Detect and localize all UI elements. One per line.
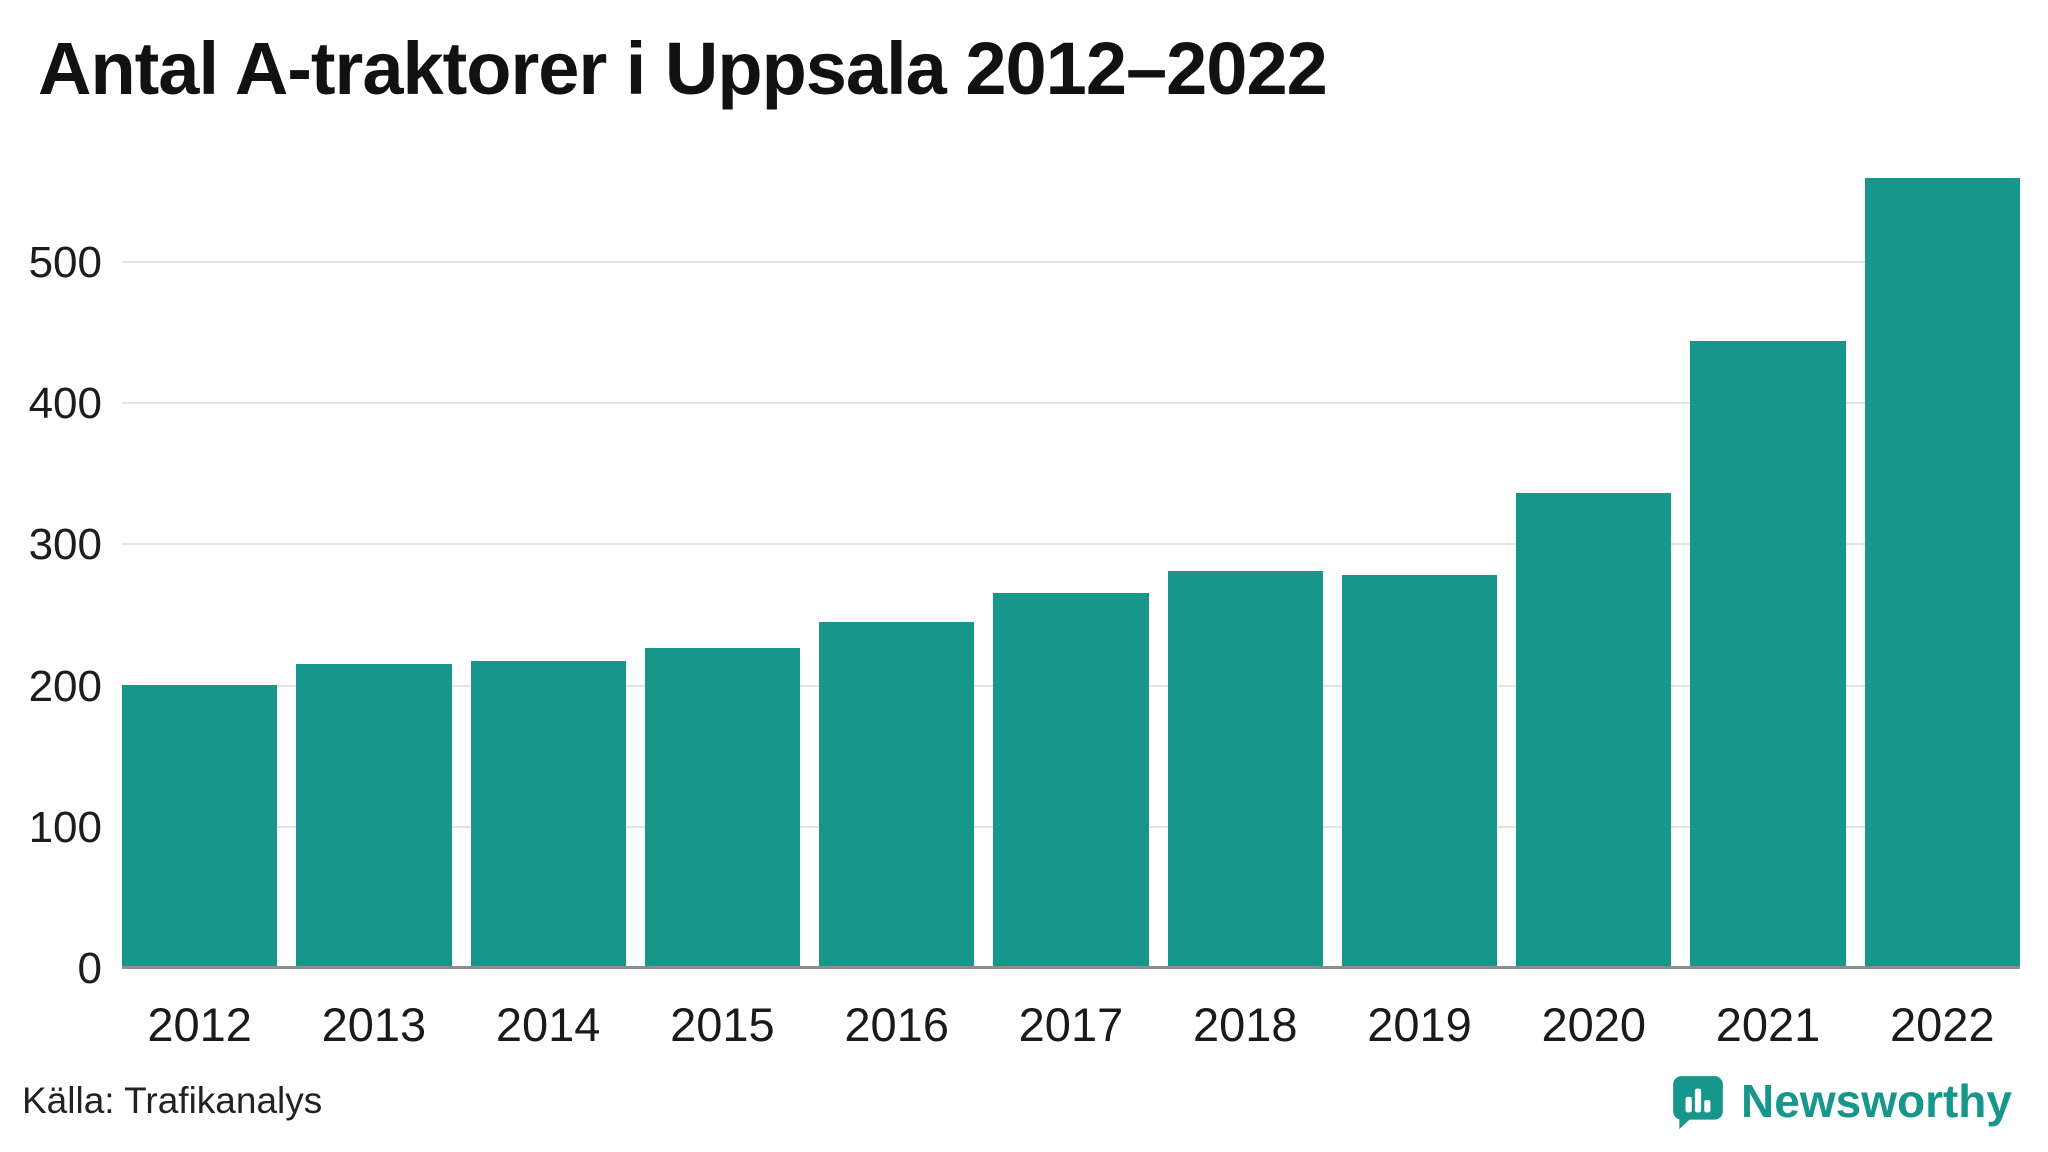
x-tick-label-2015: 2015 (670, 998, 775, 1051)
y-tick-label-100: 100 (28, 802, 102, 852)
x-tick-label-2021: 2021 (1715, 998, 1821, 1051)
y-tick-label-500: 500 (28, 237, 102, 287)
x-tick-label-2017: 2017 (1018, 998, 1124, 1051)
bar-2022 (1864, 178, 2020, 969)
bar-2018 (1167, 570, 1323, 969)
x-tick-label-2018: 2018 (1192, 998, 1298, 1051)
x-tick-label-2022: 2022 (1890, 998, 1995, 1051)
bar-2017 (993, 593, 1149, 969)
chart-title: Antal A-traktorer i Uppsala 2012–2022 (38, 27, 1328, 110)
x-tick-label-2019: 2019 (1367, 998, 1472, 1051)
bar-2016 (819, 621, 975, 969)
bar-2021 (1690, 340, 1846, 969)
y-tick-label-200: 200 (28, 661, 102, 711)
bar-2015 (644, 648, 801, 969)
bar-2020 (1516, 493, 1672, 969)
plot-area (122, 157, 2020, 969)
bar-chart: 0 100 200 300 400 500 (10, 157, 2020, 991)
bar-2012 (122, 685, 278, 969)
bar-2014 (470, 661, 626, 969)
newsworthy-logo-icon (1673, 1076, 1723, 1129)
bar-2019 (1341, 575, 1498, 969)
y-tick-label-300: 300 (28, 520, 102, 570)
y-axis: 0 100 200 300 400 500 (10, 157, 122, 990)
x-tick-label-2016: 2016 (844, 998, 949, 1051)
gridline-300 (122, 543, 2020, 546)
source-note: Källa: Trafikanalys (22, 1080, 323, 1121)
x-axis: 2012 2013 2014 2015 2016 2017 2018 2019 2020 2021… (122, 997, 2020, 1052)
bar-2013 (296, 663, 452, 969)
gridline-400 (122, 402, 2020, 405)
gridline-500 (122, 260, 2020, 263)
brand: Newsworthy (1669, 1072, 2012, 1130)
x-tick-label-2020: 2020 (1541, 998, 1647, 1051)
y-tick-label-0: 0 (77, 944, 102, 993)
y-tick-label-400: 400 (28, 379, 102, 429)
footer: Källa: Trafikanalys Newsworthy (22, 1072, 2012, 1130)
x-tick-label-2013: 2013 (321, 998, 427, 1051)
x-tick-label-2012: 2012 (147, 998, 252, 1051)
bars-container (122, 157, 2020, 969)
brand-name: Newsworthy (1741, 1075, 2012, 1127)
x-axis-line (122, 966, 2020, 969)
x-tick-label-2014: 2014 (495, 998, 601, 1051)
